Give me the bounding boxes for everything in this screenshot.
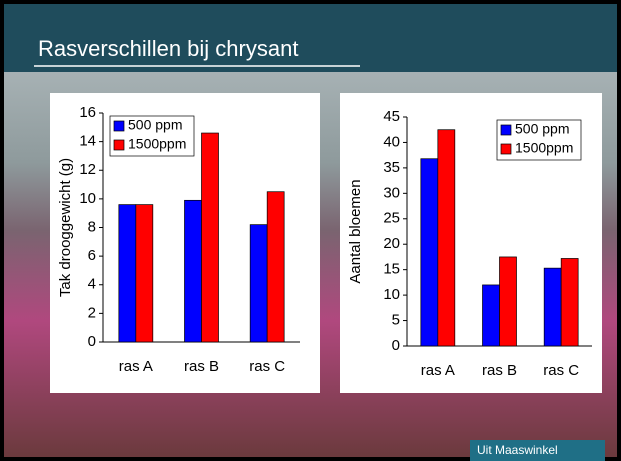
bar <box>118 204 137 343</box>
legend-label: 1500ppm <box>128 136 186 152</box>
x-tick-label: ras C <box>249 358 285 375</box>
x-tick-label: ras A <box>421 362 455 379</box>
bar <box>266 191 285 343</box>
legend-swatch <box>113 120 125 132</box>
y-tick-label: 0 <box>392 337 400 354</box>
title-band <box>4 4 617 72</box>
legend-swatch <box>500 124 512 136</box>
y-tick-label: 20 <box>383 235 400 252</box>
y-tick-label: 8 <box>88 218 96 235</box>
source-label: Uit Maaswinkel <box>477 443 558 457</box>
legend-swatch <box>500 143 512 155</box>
bar <box>437 129 456 347</box>
y-tick-label: 35 <box>383 159 400 176</box>
bar <box>184 199 202 343</box>
x-tick-label: ras A <box>119 358 153 375</box>
y-tick-label: 30 <box>383 184 400 201</box>
bar <box>482 284 500 347</box>
y-tick-label: 2 <box>88 304 96 321</box>
bar <box>249 224 268 343</box>
bar <box>560 258 579 347</box>
y-tick-label: 15 <box>383 261 400 278</box>
source-box <box>470 440 605 461</box>
y-tick-label: 10 <box>383 286 400 303</box>
x-tick-label: ras C <box>543 362 579 379</box>
y-tick-label: 0 <box>88 333 96 350</box>
bar <box>499 256 517 347</box>
legend-label: 500 ppm <box>128 117 182 133</box>
x-tick-label: ras B <box>184 358 219 375</box>
y-tick-label: 40 <box>383 133 400 150</box>
y-tick-label: 25 <box>383 210 400 227</box>
bar <box>135 204 154 343</box>
slide-title: Rasverschillen bij chrysant <box>38 36 298 61</box>
legend-swatch <box>113 139 125 151</box>
legend-label: 500 ppm <box>515 121 569 137</box>
y-tick-label: 5 <box>392 312 400 329</box>
y-tick-label: 14 <box>79 133 96 150</box>
y-tick-label: 12 <box>79 161 96 178</box>
legend-label: 1500ppm <box>515 140 573 156</box>
y-tick-label: 10 <box>79 190 96 207</box>
bar <box>420 158 439 347</box>
y-tick-label: 6 <box>88 247 96 264</box>
y-axis-label: Tak drooggewicht (g) <box>57 158 74 297</box>
y-tick-label: 4 <box>88 276 96 293</box>
bar <box>201 132 219 343</box>
bar <box>543 267 562 347</box>
x-tick-label: ras B <box>482 362 517 379</box>
y-tick-label: 45 <box>383 108 400 125</box>
y-axis-label: Aantal bloemen <box>347 179 364 283</box>
y-tick-label: 16 <box>79 104 96 121</box>
